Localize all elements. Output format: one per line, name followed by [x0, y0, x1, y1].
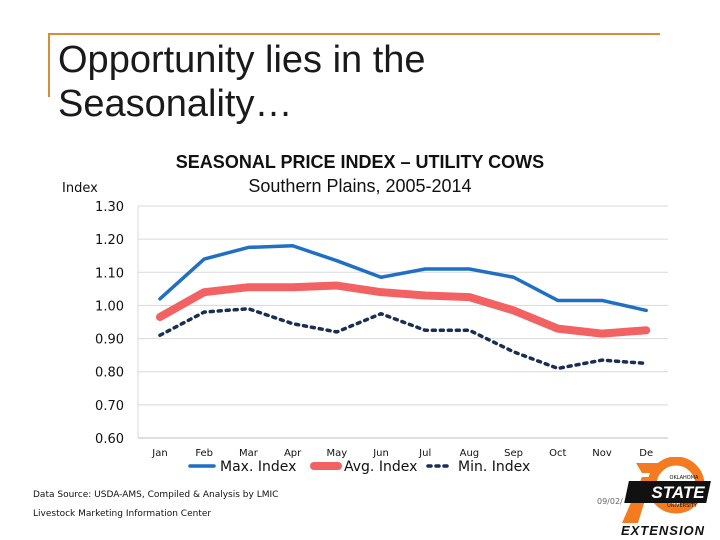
- y-tick-label: 0.80: [95, 366, 124, 381]
- x-tick-label: Nov: [592, 448, 612, 459]
- y-tick-label: 0.90: [95, 333, 124, 348]
- slide-title: Opportunity lies in the Seasonality…: [58, 38, 426, 126]
- logo-text-extension: EXTENSION: [621, 523, 705, 537]
- series-line-avg: [156, 281, 651, 338]
- x-tick-label: Aug: [460, 448, 480, 459]
- title-frame-left-rule: [48, 33, 50, 97]
- data-source-note: Data Source: USDA-AMS, Compiled & Analys…: [33, 490, 279, 500]
- logo-text-oklahoma: OKLAHOMA: [670, 475, 700, 481]
- legend-label-min: Min. Index: [458, 459, 530, 475]
- series-lines: [156, 244, 651, 371]
- series-line-max: [158, 244, 648, 313]
- chart-title-block: SEASONAL PRICE INDEX – UTILITY COWS Sout…: [140, 150, 580, 198]
- x-tick-labels: Jan Feb Mar Apr May Jun Jul Aug Sep Oct Nov De: [151, 448, 653, 459]
- x-tick-label: Jan: [151, 448, 167, 459]
- x-tick-label: Jun: [372, 448, 389, 459]
- y-tick-label: 1.20: [95, 233, 124, 248]
- legend-label-max: Max. Index: [220, 459, 296, 475]
- y-tick-label: 1.10: [95, 266, 124, 281]
- x-tick-label: Sep: [504, 448, 523, 459]
- y-tick-label: 0.70: [95, 399, 124, 414]
- legend: Max. Index Avg. Index Min. Index: [188, 459, 530, 475]
- x-tick-label: Apr: [284, 448, 302, 459]
- chart-subtitle: Southern Plains, 2005-2014: [248, 176, 472, 196]
- y-tick-label: 1.00: [95, 299, 124, 314]
- y-axis-label: Index: [62, 181, 98, 196]
- x-tick-label: Jul: [418, 448, 431, 459]
- gridlines: [137, 205, 668, 439]
- y-tick-labels: 1.30 1.20 1.10 1.00 0.90 0.80 0.70 0.60: [95, 200, 124, 447]
- logo-text-university: UNIVERSITY: [667, 503, 698, 509]
- slide-title-line-1: Opportunity lies in the: [58, 39, 426, 81]
- series-line-min: [158, 306, 648, 371]
- logo-text-state: STATE: [651, 483, 705, 502]
- organization-note: Livestock Marketing Information Center: [33, 509, 212, 519]
- x-tick-label: Oct: [549, 448, 566, 459]
- chart-title: SEASONAL PRICE INDEX – UTILITY COWS: [175, 152, 545, 172]
- x-tick-label: Mar: [239, 448, 259, 459]
- y-tick-label: 1.30: [95, 200, 124, 215]
- x-tick-label: May: [326, 448, 347, 459]
- slide-title-line-2: Seasonality…: [58, 83, 293, 125]
- legend-label-avg: Avg. Index: [344, 459, 417, 475]
- logo-banner: [624, 481, 711, 503]
- x-tick-label: De: [639, 448, 653, 459]
- x-tick-label: Feb: [195, 448, 213, 459]
- date-stamp: 09/02/: [597, 497, 623, 506]
- osu-extension-logo: OKLAHOMA STATE UNIVERSITY EXTENSION: [621, 457, 711, 537]
- y-tick-label: 0.60: [95, 432, 124, 447]
- title-frame-top-rule: [48, 33, 660, 35]
